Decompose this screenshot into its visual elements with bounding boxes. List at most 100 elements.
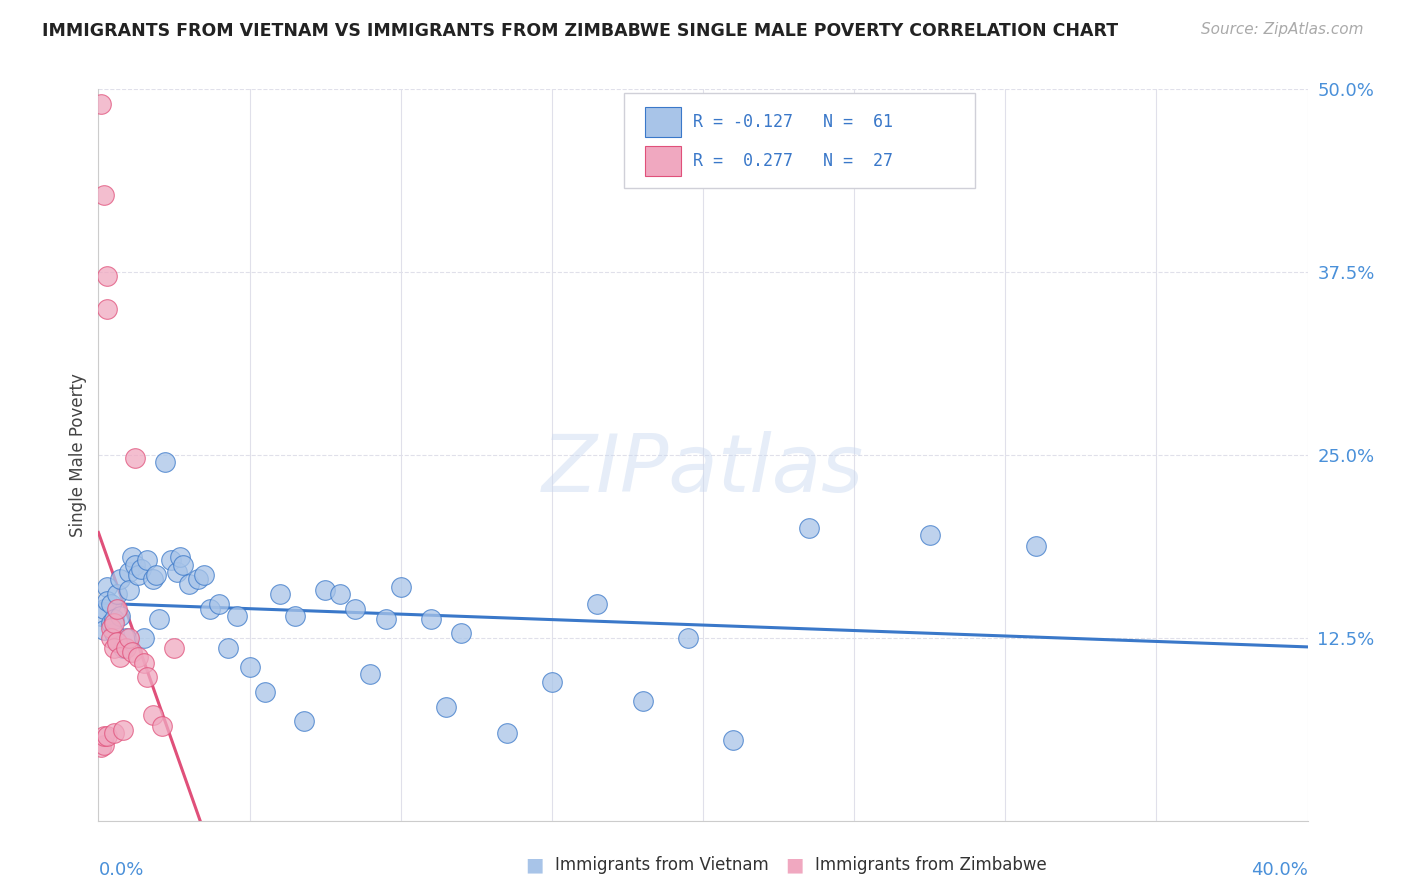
Text: R = -0.127   N =  61: R = -0.127 N = 61 (693, 113, 893, 131)
Point (292, 714, 315, 728)
Point (96, 594, 118, 608)
Point (389, 580, 412, 594)
Point (100, 631, 122, 645)
Point (127, 649, 149, 664)
Point (118, 631, 141, 645)
Point (111, 640, 134, 655)
Point (124, 558, 146, 572)
Point (160, 553, 183, 567)
Point (108, 608, 131, 623)
Point (239, 660, 262, 674)
Point (360, 667, 382, 681)
Point (132, 631, 155, 645)
Point (226, 608, 249, 623)
Point (420, 612, 443, 626)
Point (148, 612, 170, 626)
Bar (645, 108, 682, 136)
Point (127, 567, 149, 582)
Point (105, 635, 128, 649)
Point (96, 301, 118, 316)
Text: R =  0.277   N =  27: R = 0.277 N = 27 (693, 152, 893, 169)
Point (96, 729, 118, 743)
Point (172, 558, 194, 572)
Point (344, 601, 367, 615)
Point (90, 96, 112, 111)
Text: 0.0%: 0.0% (98, 861, 143, 879)
Point (121, 645, 143, 659)
Point (108, 649, 131, 664)
Point (124, 450, 146, 465)
Text: 40.0%: 40.0% (1251, 861, 1308, 879)
Y-axis label: Single Male Poverty: Single Male Poverty (69, 373, 87, 537)
Point (193, 567, 215, 582)
FancyBboxPatch shape (624, 93, 976, 188)
Point (374, 612, 396, 626)
Point (586, 597, 609, 611)
Bar (645, 146, 682, 176)
Text: ■: ■ (524, 855, 544, 875)
Point (329, 587, 352, 601)
Point (93, 187, 115, 202)
Point (103, 612, 125, 626)
Point (284, 608, 307, 623)
Point (103, 726, 125, 740)
Point (142, 708, 165, 723)
Point (132, 656, 155, 670)
Point (179, 576, 201, 591)
Point (135, 670, 157, 684)
Point (450, 626, 472, 640)
Text: Immigrants from Vietnam: Immigrants from Vietnam (555, 856, 769, 874)
Point (217, 640, 239, 655)
Point (108, 572, 131, 586)
Point (103, 640, 125, 655)
Point (153, 455, 176, 469)
Point (118, 565, 141, 579)
Point (166, 565, 188, 579)
Point (118, 582, 141, 597)
Point (797, 521, 820, 535)
Point (105, 635, 128, 649)
Point (540, 674, 562, 689)
Point (187, 572, 209, 586)
Point (100, 597, 122, 611)
Text: ■: ■ (785, 855, 804, 875)
Point (253, 685, 276, 699)
Point (163, 640, 186, 655)
Point (918, 528, 941, 542)
Point (723, 733, 745, 747)
Point (93, 624, 115, 638)
Point (200, 601, 222, 615)
Point (1024, 539, 1046, 553)
Point (631, 694, 654, 708)
Point (314, 582, 336, 597)
Point (150, 718, 173, 732)
Point (100, 616, 122, 631)
Point (96, 580, 118, 594)
Point (96, 269, 118, 284)
Point (90, 740, 112, 755)
Point (434, 699, 457, 714)
Point (105, 587, 128, 601)
Point (93, 738, 115, 752)
Point (105, 601, 128, 615)
Point (100, 621, 122, 635)
Point (103, 626, 125, 640)
Point (208, 597, 231, 611)
Point (121, 550, 143, 565)
Point (93, 729, 115, 743)
Point (495, 726, 517, 740)
Text: IMMIGRANTS FROM VIETNAM VS IMMIGRANTS FROM ZIMBABWE SINGLE MALE POVERTY CORRELAT: IMMIGRANTS FROM VIETNAM VS IMMIGRANTS FR… (42, 22, 1118, 40)
Point (135, 553, 157, 567)
Point (676, 631, 699, 645)
Point (103, 616, 125, 631)
Point (142, 572, 165, 586)
Point (111, 723, 134, 737)
Point (129, 562, 152, 576)
Point (90, 608, 112, 623)
Point (145, 567, 167, 582)
Text: Immigrants from Zimbabwe: Immigrants from Zimbabwe (815, 856, 1047, 874)
Point (169, 550, 191, 565)
Point (269, 587, 291, 601)
Text: ZIPatlas: ZIPatlas (541, 431, 865, 508)
Point (114, 631, 136, 645)
